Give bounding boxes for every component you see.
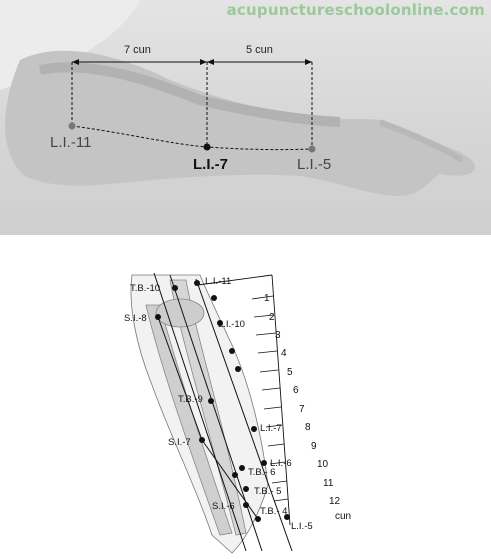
point-li10-a <box>211 295 217 301</box>
forearm-diagram: 1 2 3 4 5 6 7 8 9 10 11 12 cun <box>124 272 351 554</box>
arm-silhouette <box>5 50 476 196</box>
scale-number: 3 <box>275 330 281 341</box>
ulna-bone <box>145 304 233 536</box>
scale-top <box>197 274 273 286</box>
scale-number: 12 <box>329 496 341 507</box>
point-li10-b <box>217 320 223 326</box>
point-tb4 <box>255 516 261 522</box>
point-li11-diagram <box>194 280 200 286</box>
arm-photo-panel: acupunctureschoolonline.com 7 cun 5 cun … <box>0 0 491 235</box>
point-li10-d <box>235 366 241 372</box>
label-tb9: T.B.-9 <box>178 394 203 405</box>
arm-photo <box>0 0 476 196</box>
label-si7: S.I.-7 <box>168 437 191 448</box>
hand-shade <box>378 119 464 163</box>
point-tb-extra <box>232 472 238 478</box>
point-li5 <box>308 145 316 153</box>
label-li7: L.I.-7 <box>260 423 282 434</box>
label-si8: S.I.-8 <box>124 313 147 324</box>
point-si7 <box>199 437 205 443</box>
scale-number: 2 <box>269 312 275 323</box>
point-label-li11: L.I.-11 <box>50 134 92 151</box>
label-li6: L.I.-6 <box>270 458 292 469</box>
scale-unit: cun <box>335 511 351 522</box>
scale-number: 11 <box>323 478 334 489</box>
scale-number: 6 <box>293 385 299 396</box>
arrow-left <box>72 59 79 65</box>
point-li10-c <box>229 348 235 354</box>
acupoints <box>155 280 290 522</box>
distance-label: 7 cun <box>124 44 151 56</box>
scale-number: 5 <box>287 367 293 378</box>
label-tb4: T.B.- 4 <box>260 506 287 517</box>
point-li7-diagram <box>251 426 257 432</box>
point-si6 <box>243 502 249 508</box>
scale-number: 1 <box>264 293 270 304</box>
point-tb10 <box>172 285 178 291</box>
point-li11 <box>68 122 76 130</box>
label-li11: L.I.-11 <box>205 276 231 287</box>
watermark-text: acupunctureschoolonline.com <box>226 1 485 19</box>
point-li6 <box>261 460 267 466</box>
scale-number: 9 <box>311 441 317 452</box>
scale-number: 7 <box>299 404 305 415</box>
scale-number: 10 <box>317 459 329 470</box>
label-tb6: T.B.- 6 <box>248 467 275 478</box>
point-tb6 <box>239 465 245 471</box>
label-li10: L.I.-10 <box>218 319 245 330</box>
distance-label: 5 cun <box>246 44 273 56</box>
arrow-mid-right <box>207 59 214 65</box>
radius-bone <box>169 279 247 536</box>
point-label-li5: L.I.-5 <box>297 156 332 173</box>
label-si6: S.I.-6 <box>212 501 235 512</box>
label-li5: L.I.-5 <box>291 521 313 532</box>
point-li5-diagram <box>284 514 290 520</box>
scale-number: 8 <box>305 422 311 433</box>
point-li7 <box>203 143 211 151</box>
point-si8 <box>155 314 161 320</box>
point-label-li7: L.I.-7 <box>193 156 229 173</box>
label-tb10: T.B.-10 <box>130 283 160 294</box>
label-tb5: T.B.- 5 <box>254 486 281 497</box>
point-tb5 <box>243 486 249 492</box>
scale-ticks <box>251 295 289 502</box>
scale-spine <box>271 274 291 526</box>
arrow-mid-left <box>200 59 207 65</box>
point-tb9 <box>208 398 214 404</box>
elbow-joint <box>155 298 205 328</box>
arrow-right <box>305 59 312 65</box>
scale-number: 4 <box>281 348 287 359</box>
arm-highlight <box>39 62 341 127</box>
